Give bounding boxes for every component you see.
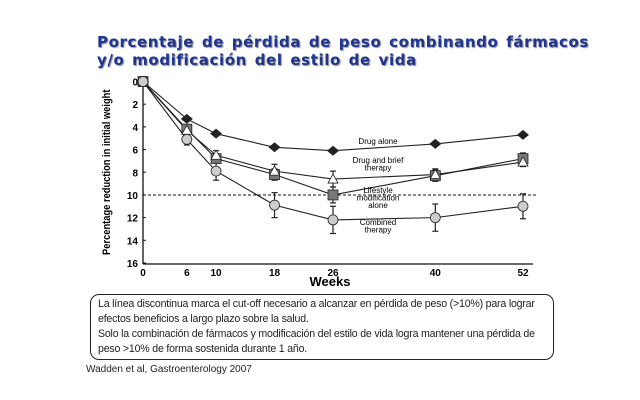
- triangle-marker: [517, 156, 529, 167]
- diamond-marker: [327, 145, 339, 156]
- citation: Wadden et al, Gastroenterology 2007: [86, 364, 252, 375]
- diamond-marker: [268, 142, 281, 153]
- circle-marker: [210, 165, 222, 177]
- y-tick-label: 0: [132, 78, 138, 89]
- x-tick-label: 10: [211, 268, 223, 279]
- y-tick-label: 8: [132, 168, 138, 179]
- diamond-marker: [180, 113, 193, 124]
- x-tick-label: 40: [430, 268, 442, 279]
- note-box: La línea discontinua marca el cut-off ne…: [90, 294, 554, 360]
- y-axis-label: Percentage reduction in initial weight: [101, 89, 113, 255]
- x-tick-label: 26: [327, 268, 339, 279]
- y-tick-label: 6: [132, 146, 138, 157]
- circle-marker: [327, 214, 339, 226]
- title-line-1: Porcentaje de pérdida de peso combinando…: [97, 33, 589, 51]
- x-tick-label: 18: [269, 268, 281, 279]
- series-label: therapy: [365, 164, 392, 173]
- title-line-2: y/o modificación del estilo de vida: [97, 51, 417, 69]
- series-label: modification: [357, 194, 400, 203]
- series-label: Combined: [360, 218, 396, 227]
- circle-marker: [269, 199, 280, 211]
- note-line-1: La línea discontinua marca el cut-off ne…: [98, 298, 535, 325]
- diamond-marker: [429, 138, 442, 149]
- y-tick-label: 12: [127, 214, 139, 225]
- note-line-2: Solo la combinación de fármacos y modifi…: [98, 328, 535, 355]
- y-tick-label: 10: [127, 191, 139, 202]
- triangle-marker: [429, 168, 441, 179]
- x-tick-label: 52: [517, 268, 529, 279]
- diamond-marker: [517, 129, 529, 140]
- triangle-marker: [268, 165, 281, 176]
- series-label: Drug and brief: [353, 156, 404, 165]
- x-tick-label: 0: [140, 268, 146, 279]
- square-marker: [327, 189, 339, 201]
- series-label: Lifestyle: [363, 186, 393, 195]
- triangle-marker: [210, 149, 222, 160]
- circle-marker: [429, 212, 441, 224]
- series-line: [142, 81, 524, 152]
- x-tick-label: 6: [184, 268, 190, 279]
- series-label: therapy: [365, 226, 392, 235]
- series-line: [142, 81, 524, 180]
- circle-marker: [181, 133, 193, 145]
- slide-title: Porcentaje de pérdida de peso combinando…: [97, 33, 589, 69]
- series-label: alone: [368, 201, 388, 210]
- circle-marker: [517, 200, 529, 212]
- y-tick-label: 4: [132, 123, 138, 134]
- circle-marker: [137, 76, 149, 87]
- triangle-marker: [327, 173, 339, 184]
- y-tick-label: 2: [132, 100, 138, 111]
- series-label: Drug alone: [358, 137, 398, 146]
- y-tick-label: 16: [127, 259, 139, 270]
- y-tick-label: 14: [127, 236, 139, 247]
- x-axis-label: Weeks: [310, 274, 351, 289]
- diamond-marker: [210, 128, 223, 139]
